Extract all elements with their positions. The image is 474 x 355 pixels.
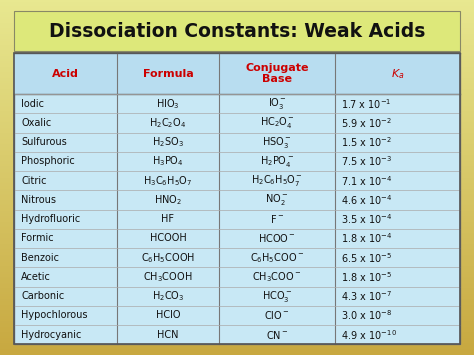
Text: Dissociation Constants: Weak Acids: Dissociation Constants: Weak Acids [49,22,425,40]
Text: Citric: Citric [21,176,47,186]
Bar [14,11,460,51]
Text: HCOO$^-$: HCOO$^-$ [258,233,296,245]
Text: Phosphoric: Phosphoric [21,157,75,166]
Text: H$_2$CO$_3$: H$_2$CO$_3$ [152,289,184,303]
Text: 1.8 x 10$^{-5}$: 1.8 x 10$^{-5}$ [341,270,392,284]
Text: H$_2$PO$_4^-$: H$_2$PO$_4^-$ [260,154,294,169]
Text: 1.7 x 10$^{-1}$: 1.7 x 10$^{-1}$ [341,97,391,111]
Text: H$_3$PO$_4$: H$_3$PO$_4$ [152,154,184,168]
Text: HF: HF [162,214,174,224]
Text: 1.8 x 10$^{-4}$: 1.8 x 10$^{-4}$ [341,231,392,245]
Text: H$_2$SO$_3$: H$_2$SO$_3$ [152,135,184,149]
Text: Nitrous: Nitrous [21,195,56,205]
Text: 7.5 x 10$^{-3}$: 7.5 x 10$^{-3}$ [341,154,392,168]
Text: C$_6$H$_5$COOH: C$_6$H$_5$COOH [141,251,195,264]
Text: 4.6 x 10$^{-4}$: 4.6 x 10$^{-4}$ [341,193,392,207]
Text: CN$^-$: CN$^-$ [266,329,288,341]
Text: F$^-$: F$^-$ [270,213,284,225]
Bar [14,53,460,344]
Text: NO$_2^-$: NO$_2^-$ [265,192,289,207]
Text: Formic: Formic [21,234,54,244]
Text: 7.1 x 10$^{-4}$: 7.1 x 10$^{-4}$ [341,174,392,187]
Text: HCN: HCN [157,330,179,340]
Text: HCOOH: HCOOH [150,234,186,244]
Text: Oxalic: Oxalic [21,118,52,128]
Text: HNO$_2$: HNO$_2$ [154,193,182,207]
Text: HSO$_3^-$: HSO$_3^-$ [262,135,292,150]
Text: HC$_2$O$_4^-$: HC$_2$O$_4^-$ [260,115,294,130]
Text: Benzoic: Benzoic [21,253,59,263]
Bar [14,53,460,94]
Text: Iodic: Iodic [21,99,45,109]
Text: 6.5 x 10$^{-5}$: 6.5 x 10$^{-5}$ [341,251,392,264]
Text: Hydrocyanic: Hydrocyanic [21,330,82,340]
Text: Sulfurous: Sulfurous [21,137,67,147]
Text: HCO$_3^-$: HCO$_3^-$ [262,289,292,304]
Text: Conjugate
Base: Conjugate Base [246,63,309,84]
Text: 5.9 x 10$^{-2}$: 5.9 x 10$^{-2}$ [341,116,392,130]
Text: 4.9 x 10$^{-10}$: 4.9 x 10$^{-10}$ [341,328,397,342]
Text: CH$_3$COO$^-$: CH$_3$COO$^-$ [252,270,302,284]
Text: ClO$^-$: ClO$^-$ [264,310,290,322]
Text: Carbonic: Carbonic [21,291,64,301]
Text: H$_2$C$_2$O$_4$: H$_2$C$_2$O$_4$ [149,116,187,130]
Text: CH$_3$COOH: CH$_3$COOH [143,270,192,284]
Text: Formula: Formula [143,69,193,79]
Text: H$_2$C$_6$H$_5$O$_7^-$: H$_2$C$_6$H$_5$O$_7^-$ [251,173,303,188]
Text: C$_6$H$_5$COO$^-$: C$_6$H$_5$COO$^-$ [250,251,304,264]
Text: IO$_3^-$: IO$_3^-$ [268,96,287,111]
Text: Hydrofluoric: Hydrofluoric [21,214,81,224]
Text: Hypochlorous: Hypochlorous [21,311,88,321]
Text: HIO$_3$: HIO$_3$ [156,97,180,111]
Text: 1.5 x 10$^{-2}$: 1.5 x 10$^{-2}$ [341,135,392,149]
Text: 3.5 x 10$^{-4}$: 3.5 x 10$^{-4}$ [341,212,392,226]
Text: H$_3$C$_6$H$_5$O$_7$: H$_3$C$_6$H$_5$O$_7$ [143,174,192,187]
Text: HClO: HClO [155,311,180,321]
Text: Acetic: Acetic [21,272,51,282]
Text: $K_a$: $K_a$ [391,67,404,81]
Text: 3.0 x 10$^{-8}$: 3.0 x 10$^{-8}$ [341,308,392,322]
Text: 4.3 x 10$^{-7}$: 4.3 x 10$^{-7}$ [341,289,392,303]
Bar [14,53,460,344]
Text: Acid: Acid [52,69,79,79]
